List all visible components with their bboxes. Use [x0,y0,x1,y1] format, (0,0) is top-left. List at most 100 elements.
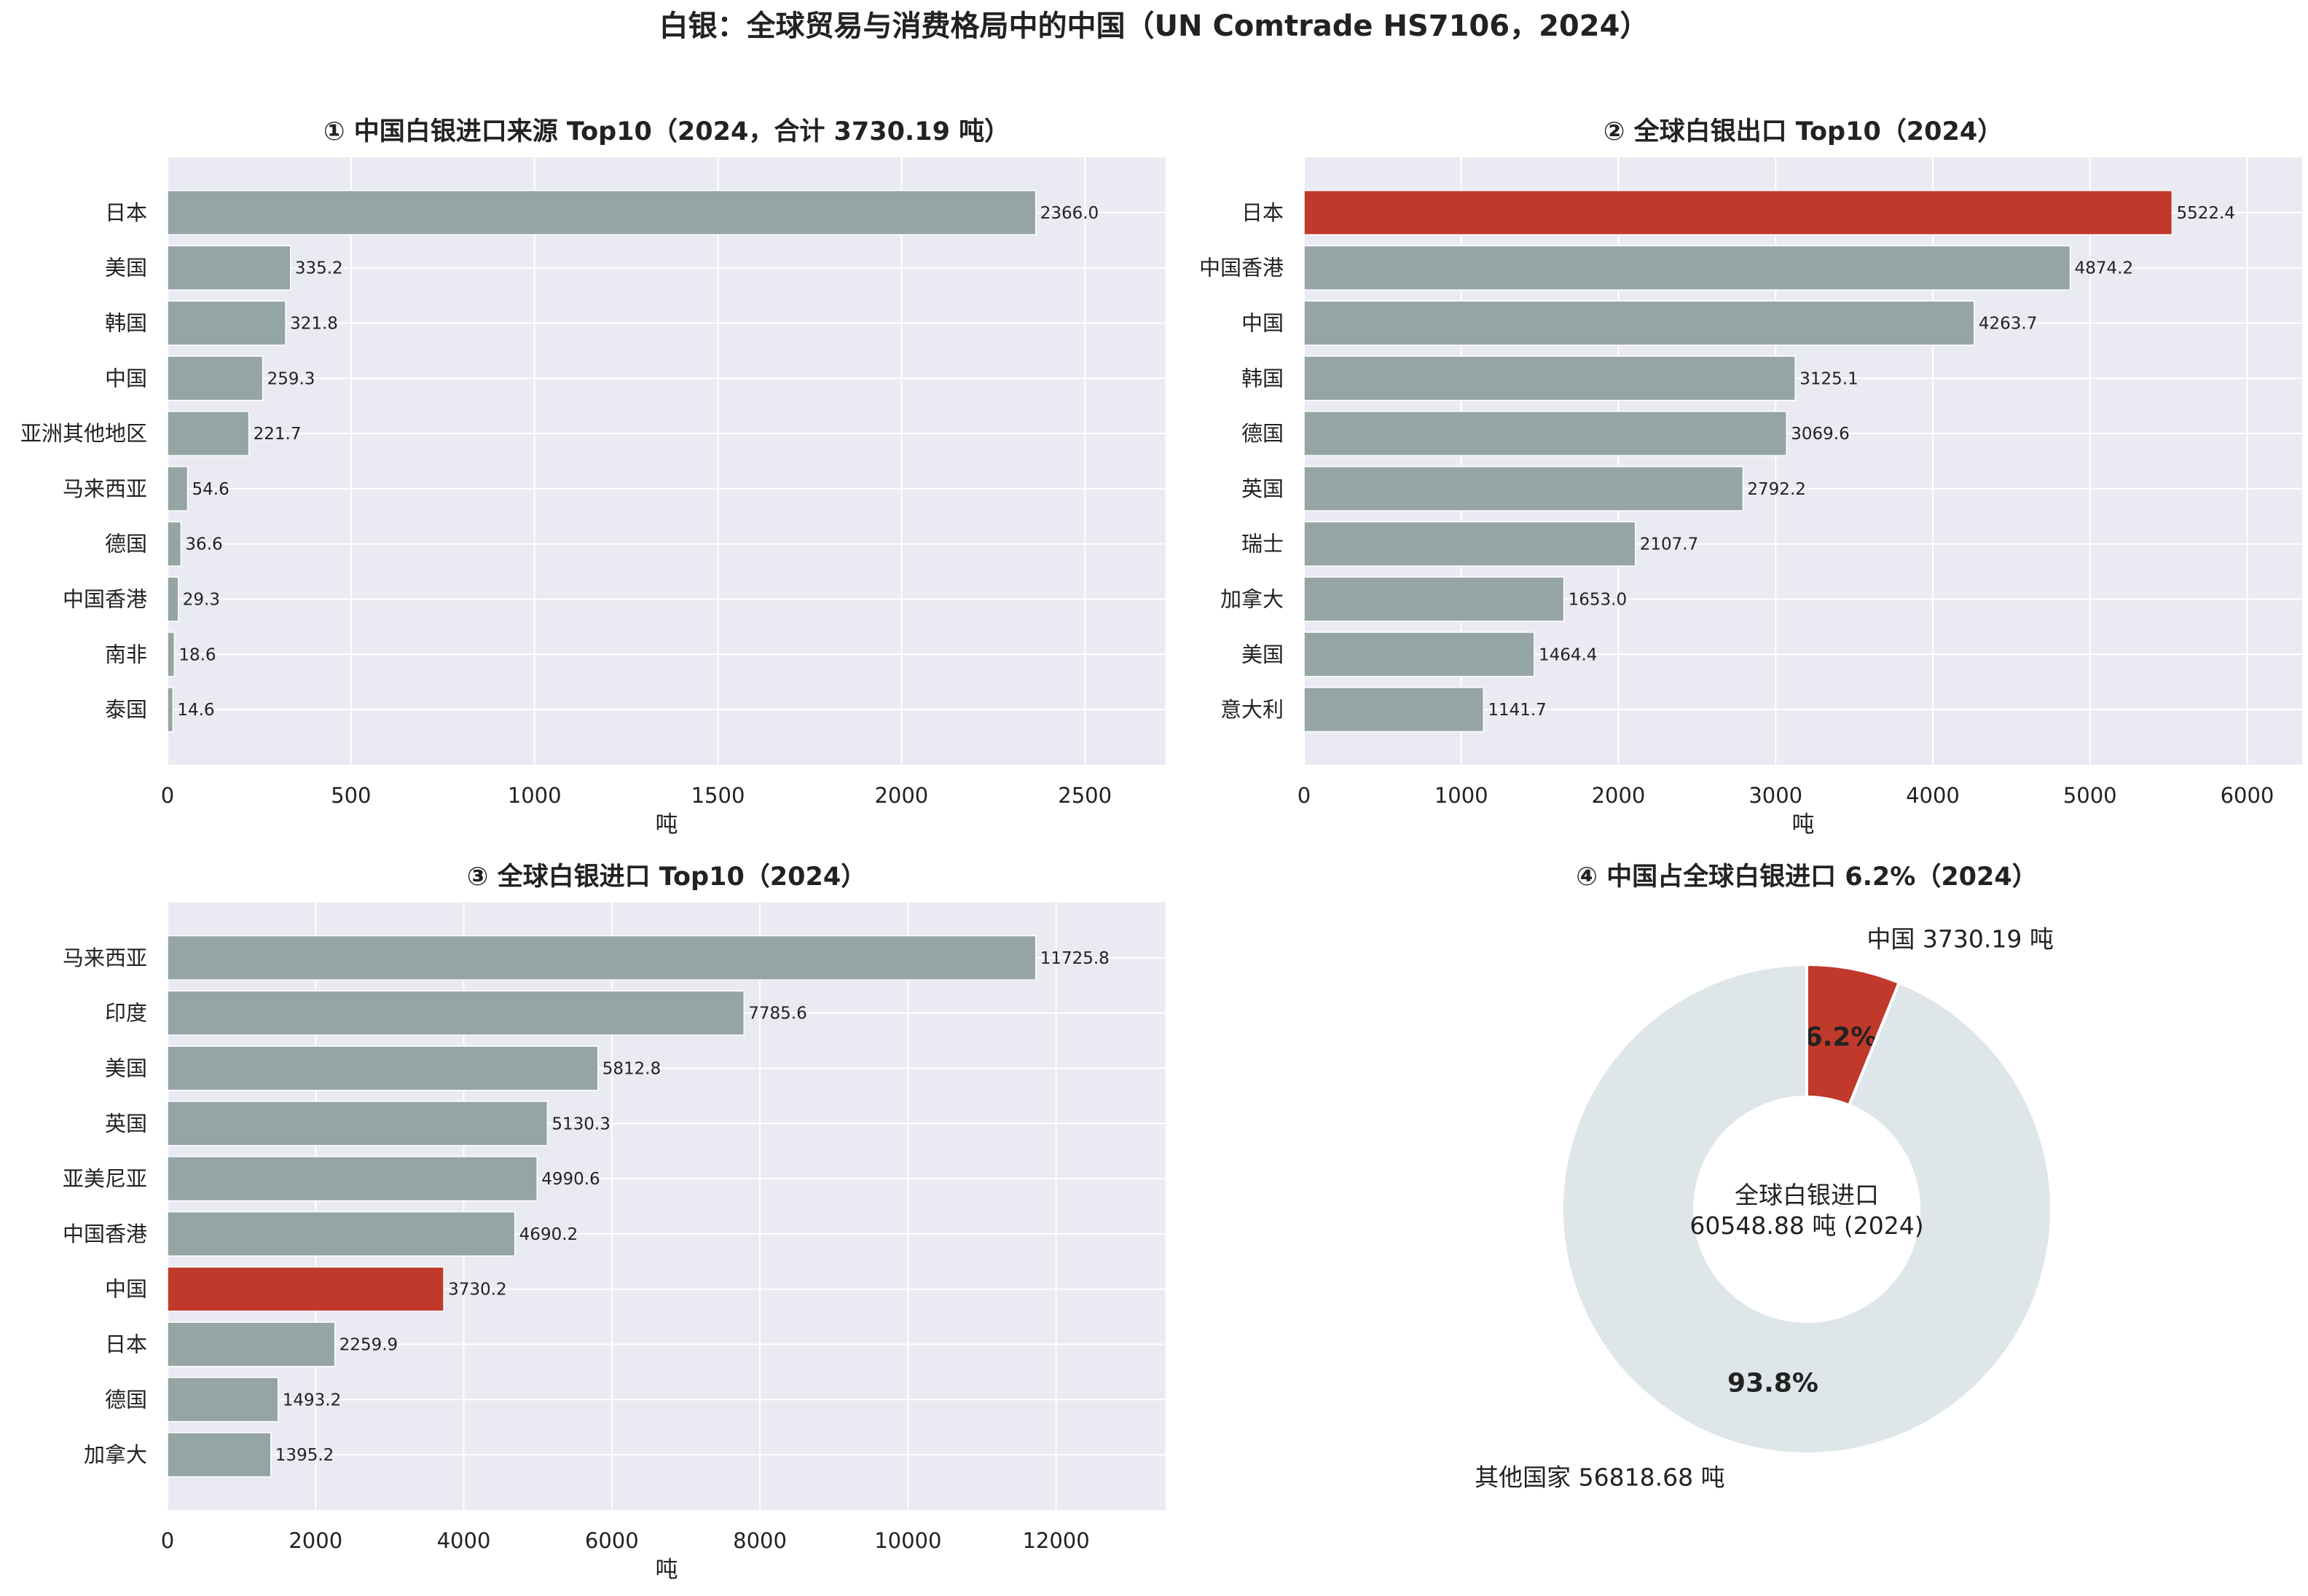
category-label: 南非 [105,642,147,667]
category-label: 加拿大 [84,1442,147,1467]
category-label: 马来西亚 [63,946,147,970]
value-label: 221.7 [254,425,302,444]
value-label: 4874.2 [2075,259,2133,278]
bar [167,1377,279,1423]
category-label: 亚美尼亚 [63,1166,147,1191]
x-tick-label: 0 [161,783,174,808]
value-label: 321.8 [290,315,338,334]
bar [167,576,179,622]
panel-global-export-top10: 日本 5522.4 中国香港 4874.2 中国 4263.7 韩国 3125.1 德国 3069… [1199,117,2302,838]
category-label: 德国 [1241,421,1284,446]
category-label: 日本 [1241,200,1284,225]
value-label: 1464.4 [1539,645,1597,664]
category-label: 美国 [105,256,147,280]
slice-label: 中国 3730.19 吨 [1867,925,2053,954]
category-label: 德国 [105,1387,147,1412]
value-label: 4263.7 [1979,315,2037,334]
panel-global-import-top10: 马来西亚 11725.8 印度 7785.6 美国 5812.8 英国 5130.3 亚美尼亚 4… [63,862,1166,1583]
bar [1303,300,1975,346]
plot-area [168,157,1166,765]
category-label: 美国 [1241,642,1284,667]
category-label: 日本 [105,200,147,225]
bar [167,1156,538,1202]
bar [1303,245,2071,291]
value-label: 2792.2 [1747,480,1805,499]
value-label: 5812.8 [602,1060,661,1079]
value-label: 11725.8 [1040,949,1110,968]
value-label: 54.6 [192,480,229,499]
figure-title: 白银：全球贸易与消费格局中的中国（UN Comtrade HS7106，2024… [659,9,1649,43]
x-tick-label: 2000 [1592,783,1646,808]
x-axis-label: 吨 [1792,811,1815,838]
panel-china-share-donut: 中国 3730.19 吨 6.2% 其他国家 56818.68 吨 93.8% 全球白银… [1475,862,2054,1491]
category-label: 意大利 [1220,697,1284,722]
bar [167,245,291,291]
value-label: 1141.7 [1488,701,1546,720]
panel-title: ② 全球白银出口 Top10（2024） [1604,117,2003,146]
x-tick-label: 4000 [1906,783,1960,808]
x-tick-label: 3000 [1748,783,1802,808]
category-label: 中国香港 [1199,256,1284,280]
x-axis-label: 吨 [656,1557,678,1583]
value-label: 29.3 [183,591,220,610]
category-label: 美国 [105,1056,147,1081]
category-label: 英国 [105,1111,147,1136]
x-tick-label: 500 [331,783,371,808]
value-label: 2107.7 [1640,535,1698,554]
category-label: 中国香港 [63,1222,147,1246]
value-label: 335.2 [295,259,343,278]
category-label: 泰国 [105,697,147,722]
bar [167,1101,549,1147]
bar [167,465,189,511]
value-label: 18.6 [178,645,216,664]
donut-center-line: 全球白银进口 [1735,1181,1879,1209]
value-label: 4990.6 [541,1170,600,1189]
category-label: 中国 [105,1277,147,1302]
value-label: 1493.2 [283,1391,341,1410]
slice-percent: 93.8% [1727,1368,1818,1398]
value-label: 1653.0 [1569,591,1627,610]
donut-slice [1561,962,2053,1455]
category-label: 亚洲其他地区 [20,421,147,446]
category-label: 德国 [105,532,147,557]
x-tick-label: 1000 [508,783,562,808]
value-label: 4690.2 [519,1225,578,1244]
x-tick-label: 1500 [691,783,745,808]
bar [167,1321,336,1367]
category-label: 瑞士 [1241,532,1284,557]
panel-china-import-sources: 日本 2366.0 美国 335.2 韩国 321.8 中国 259.3 亚洲其他地区 221.7… [20,117,1166,838]
value-label: 3125.1 [1799,369,1858,388]
bar [167,935,1037,980]
bar [1303,465,1744,511]
bar [167,990,745,1036]
bar [1303,687,1485,733]
value-label: 2366.0 [1040,204,1099,223]
x-tick-label: 4000 [437,1528,491,1553]
bar [167,411,250,457]
value-label: 7785.6 [748,1005,806,1023]
value-label: 3730.2 [448,1281,506,1300]
value-label: 14.6 [177,701,214,720]
x-tick-label: 1000 [1434,783,1488,808]
x-tick-label: 2000 [874,783,928,808]
x-tick-label: 8000 [733,1528,787,1553]
category-label: 韩国 [105,311,147,336]
x-tick-label: 12000 [1022,1528,1089,1553]
value-label: 1395.2 [275,1446,334,1465]
x-tick-label: 6000 [585,1528,639,1553]
value-label: 259.3 [267,369,315,388]
category-label: 印度 [105,1001,147,1026]
value-label: 2259.9 [339,1336,398,1355]
value-label: 3069.6 [1791,425,1849,444]
slice-label: 其他国家 56818.68 吨 [1475,1463,1724,1491]
bar [167,189,1037,235]
category-label: 中国 [105,366,147,390]
x-tick-label: 10000 [874,1528,941,1553]
value-label: 5130.3 [552,1115,610,1133]
bar [1303,189,2173,235]
category-label: 韩国 [1241,366,1284,390]
category-label: 日本 [105,1332,147,1357]
x-tick-label: 2500 [1058,783,1112,808]
value-label: 36.6 [185,535,222,554]
